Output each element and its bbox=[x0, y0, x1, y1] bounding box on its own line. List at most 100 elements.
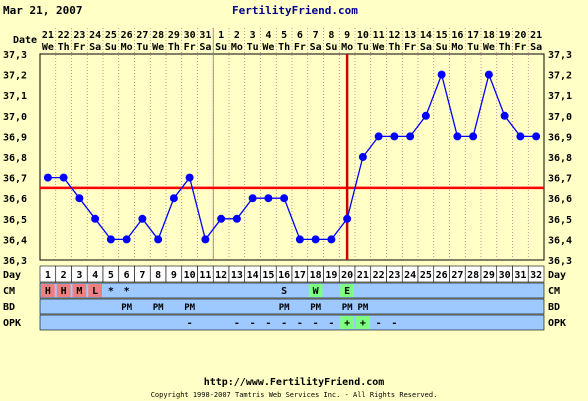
temperature-point bbox=[500, 111, 509, 120]
date-row-label: Date bbox=[13, 35, 37, 46]
opk-row-label: OPK bbox=[3, 318, 21, 329]
weekday-label: Th bbox=[388, 42, 400, 53]
weekday-label: We bbox=[42, 42, 54, 53]
date-label: 2 bbox=[234, 30, 240, 41]
date-label: 31 bbox=[199, 30, 211, 41]
date-label: 10 bbox=[357, 30, 369, 41]
weekday-label: Fr bbox=[184, 42, 196, 53]
date-label: 16 bbox=[451, 30, 463, 41]
date-label: 22 bbox=[58, 30, 70, 41]
day-number: 20 bbox=[341, 270, 353, 281]
temperature-point bbox=[201, 235, 210, 244]
y-tick-label-left: 37,1 bbox=[3, 91, 27, 102]
date-label: 29 bbox=[168, 30, 180, 41]
temperature-point bbox=[264, 194, 273, 203]
cm-row-label-right: CM bbox=[548, 286, 560, 297]
weekday-label: Mo bbox=[231, 42, 243, 53]
weekday-label: Fr bbox=[404, 42, 416, 53]
footer-copyright: Copyright 1998-2007 Tamtris Web Services… bbox=[150, 391, 438, 399]
day-number: 13 bbox=[231, 270, 243, 281]
cm-value: H bbox=[45, 286, 51, 297]
weekday-label: Mo bbox=[451, 42, 463, 53]
day-number: 7 bbox=[139, 270, 145, 281]
temperature-point bbox=[43, 173, 52, 182]
temperature-point bbox=[138, 214, 147, 223]
day-number: 26 bbox=[436, 270, 448, 281]
day-number: 24 bbox=[404, 270, 416, 281]
weekday-label: Th bbox=[168, 42, 180, 53]
day-number: 12 bbox=[215, 270, 227, 281]
temperature-point bbox=[248, 194, 257, 203]
y-tick-label-right: 37,0 bbox=[548, 112, 572, 123]
cm-value: S bbox=[281, 286, 287, 297]
opk-value: - bbox=[297, 318, 303, 329]
day-row-label-right: Day bbox=[548, 270, 566, 281]
weekday-label: Fr bbox=[514, 42, 526, 53]
opk-value: - bbox=[250, 318, 256, 329]
weekday-label: Tu bbox=[467, 42, 479, 53]
day-number: 14 bbox=[247, 270, 259, 281]
weekday-label: Th bbox=[58, 42, 70, 53]
weekday-label: Su bbox=[436, 42, 448, 53]
weekday-label: Tu bbox=[247, 42, 259, 53]
weekday-label: Sa bbox=[530, 42, 542, 53]
day-number: 29 bbox=[483, 270, 495, 281]
temperature-point bbox=[374, 132, 383, 141]
y-tick-label-left: 37,2 bbox=[3, 71, 27, 82]
bd-value: PM bbox=[357, 303, 368, 313]
temperature-point bbox=[469, 132, 478, 141]
day-number: 30 bbox=[499, 270, 511, 281]
date-label: 9 bbox=[344, 30, 350, 41]
date-label: 7 bbox=[313, 30, 319, 41]
date-label: 8 bbox=[328, 30, 334, 41]
weekday-label: Mo bbox=[121, 42, 133, 53]
bd-value: PM bbox=[342, 303, 353, 313]
footer-url[interactable]: http://www.FertilityFriend.com bbox=[203, 377, 385, 388]
day-number: 9 bbox=[171, 270, 177, 281]
bd-row-label-right: BD bbox=[548, 302, 560, 313]
temperature-point bbox=[406, 132, 415, 141]
site-title[interactable]: FertilityFriend.com bbox=[232, 4, 358, 17]
temperature-point bbox=[185, 173, 194, 182]
day-number: 10 bbox=[184, 270, 196, 281]
day-number: 31 bbox=[514, 270, 526, 281]
day-number: 8 bbox=[155, 270, 161, 281]
bd-value: PM bbox=[184, 303, 195, 313]
bd-value: PM bbox=[279, 303, 290, 313]
temperature-point bbox=[232, 214, 241, 223]
opk-value: + bbox=[360, 318, 366, 329]
cm-value: M bbox=[76, 286, 82, 297]
date-label: 27 bbox=[136, 30, 148, 41]
weekday-label: We bbox=[152, 42, 164, 53]
y-tick-label-left: 37,0 bbox=[3, 112, 27, 123]
day-number: 16 bbox=[278, 270, 290, 281]
day-number: 11 bbox=[199, 270, 211, 281]
cm-value: L bbox=[92, 286, 98, 297]
bd-row-label: BD bbox=[3, 302, 15, 313]
temperature-point bbox=[217, 214, 226, 223]
temperature-point bbox=[169, 194, 178, 203]
day-number: 4 bbox=[92, 270, 98, 281]
weekday-label: Sa bbox=[420, 42, 432, 53]
date-label: 18 bbox=[483, 30, 495, 41]
temperature-point bbox=[390, 132, 399, 141]
date-label: 12 bbox=[388, 30, 400, 41]
date-label: 21 bbox=[42, 30, 54, 41]
temperature-point bbox=[280, 194, 289, 203]
temperature-point bbox=[295, 235, 304, 244]
opk-value: - bbox=[376, 318, 382, 329]
y-tick-label-right: 37,2 bbox=[548, 71, 572, 82]
weekday-label: Fr bbox=[294, 42, 306, 53]
y-tick-label-left: 36,6 bbox=[3, 194, 27, 205]
bd-value: PM bbox=[153, 303, 164, 313]
date-label: 15 bbox=[436, 30, 448, 41]
date-label: 3 bbox=[250, 30, 256, 41]
weekday-label: We bbox=[262, 42, 274, 53]
temperature-point bbox=[484, 70, 493, 79]
weekday-label: Th bbox=[499, 42, 511, 53]
cm-highlight bbox=[72, 284, 87, 297]
cm-value: * bbox=[108, 286, 114, 297]
temperature-point bbox=[91, 214, 100, 223]
weekday-label: Sa bbox=[310, 42, 322, 53]
